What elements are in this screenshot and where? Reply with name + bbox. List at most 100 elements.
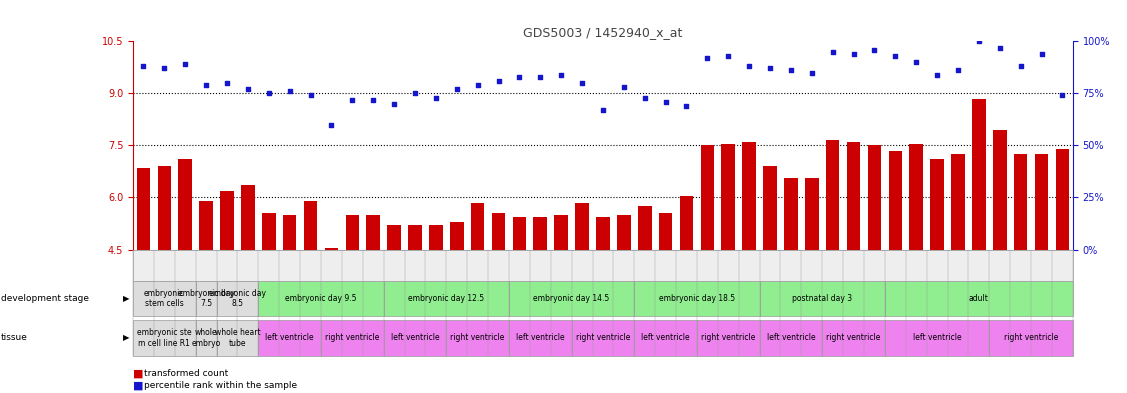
Point (197, 82, 215, 88)
Text: ■: ■ (133, 368, 143, 378)
Bar (638, 206, 651, 250)
Text: whole
embryo: whole embryo (192, 328, 221, 348)
Point (866, 46, 884, 53)
Text: embryonic
stem cells: embryonic stem cells (144, 289, 185, 309)
Point (511, 73, 529, 80)
Text: embryonic day
8.5: embryonic day 8.5 (208, 289, 266, 309)
Title: GDS5003 / 1452940_x_at: GDS5003 / 1452940_x_at (523, 26, 683, 39)
Point (740, 63, 758, 70)
Point (1054, 92, 1072, 99)
Point (677, 103, 695, 109)
Point (531, 73, 549, 80)
Bar (136, 168, 150, 250)
Point (949, 67, 967, 73)
Bar (554, 215, 568, 250)
Text: right ventricle: right ventricle (325, 334, 380, 342)
Point (552, 72, 570, 78)
Point (657, 99, 675, 105)
Bar (199, 201, 213, 250)
Text: right ventricle: right ventricle (826, 334, 881, 342)
Bar (993, 130, 1006, 250)
Bar (325, 248, 338, 250)
Point (824, 48, 842, 55)
Text: ▶: ▶ (123, 334, 130, 342)
Bar (888, 151, 902, 250)
Bar (1056, 149, 1070, 250)
Bar (826, 140, 840, 250)
Bar (220, 191, 233, 250)
Text: embryonic day 18.5: embryonic day 18.5 (659, 294, 735, 303)
Point (594, 107, 612, 113)
Text: whole heart
tube: whole heart tube (214, 328, 260, 348)
Bar (388, 225, 401, 250)
Point (385, 101, 403, 107)
Bar (366, 215, 380, 250)
Point (364, 96, 382, 103)
Bar (743, 142, 756, 250)
Point (802, 69, 820, 75)
Bar (618, 215, 631, 250)
Point (489, 78, 507, 84)
Text: left ventricle: left ventricle (641, 334, 690, 342)
Text: left ventricle: left ventricle (516, 334, 565, 342)
Bar (158, 166, 171, 250)
Text: left ventricle: left ventricle (265, 334, 314, 342)
Bar (951, 154, 965, 250)
Bar (784, 178, 798, 250)
Point (991, 44, 1009, 51)
Bar (261, 213, 275, 250)
Bar (241, 185, 255, 250)
Text: right ventricle: right ventricle (451, 334, 505, 342)
Bar (491, 213, 505, 250)
Point (699, 55, 717, 61)
Point (259, 90, 277, 96)
Point (218, 80, 236, 86)
Text: embryonic ste
m cell line R1: embryonic ste m cell line R1 (137, 328, 192, 348)
Bar (429, 225, 443, 250)
Bar (1014, 154, 1028, 250)
Point (302, 92, 320, 99)
Point (239, 86, 257, 92)
Bar (721, 144, 735, 250)
Bar (471, 203, 485, 250)
Text: embryonic day 12.5: embryonic day 12.5 (408, 294, 485, 303)
Text: left ventricle: left ventricle (913, 334, 961, 342)
Point (761, 65, 779, 72)
Point (322, 121, 340, 128)
Bar (909, 144, 923, 250)
Point (447, 86, 465, 92)
Bar (701, 145, 715, 250)
Point (281, 88, 299, 94)
Text: percentile rank within the sample: percentile rank within the sample (144, 382, 298, 390)
Point (176, 61, 194, 67)
Text: transformed count: transformed count (144, 369, 229, 378)
Point (886, 53, 904, 59)
Bar (408, 225, 421, 250)
Text: ▶: ▶ (123, 294, 130, 303)
Bar (304, 201, 318, 250)
Point (719, 53, 737, 59)
Point (344, 96, 362, 103)
Point (907, 59, 925, 65)
Bar (596, 217, 610, 250)
Bar (763, 166, 777, 250)
Bar (846, 142, 860, 250)
Bar (533, 217, 547, 250)
Bar (680, 196, 693, 250)
Point (1012, 63, 1030, 70)
Text: development stage: development stage (1, 294, 89, 303)
Bar (931, 159, 944, 250)
Bar (659, 213, 673, 250)
Point (134, 63, 152, 70)
Point (615, 84, 633, 90)
Text: adult: adult (969, 294, 988, 303)
Bar (450, 222, 463, 250)
Point (970, 38, 988, 44)
Point (929, 72, 947, 78)
Text: left ventricle: left ventricle (391, 334, 440, 342)
Point (406, 90, 424, 96)
Text: tissue: tissue (1, 334, 28, 342)
Text: right ventricle: right ventricle (576, 334, 630, 342)
Text: right ventricle: right ventricle (1004, 334, 1058, 342)
Text: ■: ■ (133, 381, 143, 391)
